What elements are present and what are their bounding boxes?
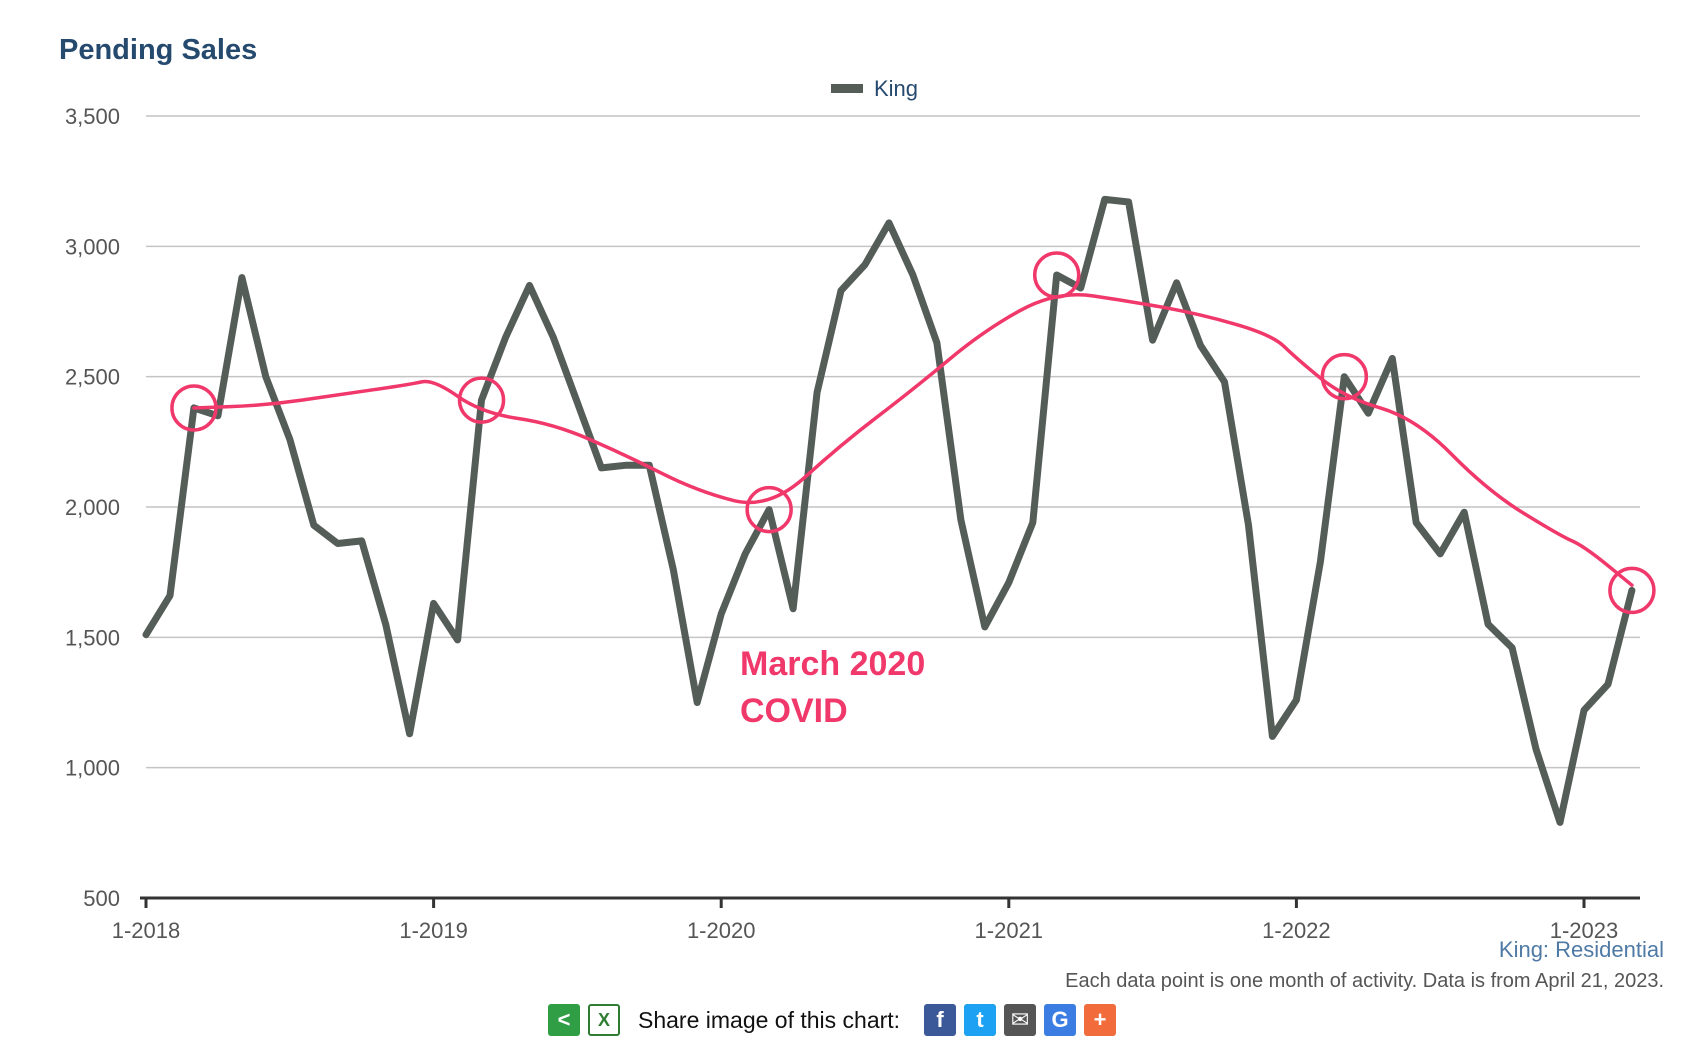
y-tick-label: 2,000 (65, 495, 120, 520)
chart-title: Pending Sales (59, 34, 257, 66)
annotation-text-line-1: March 2020 (740, 645, 925, 683)
y-tick-label: 3,000 (65, 234, 120, 259)
annotations: March 2020 COVID (170, 251, 1656, 731)
gridlines (146, 115, 1640, 769)
share-icon[interactable]: < (548, 1004, 580, 1036)
twitter-icon[interactable]: t (964, 1004, 997, 1036)
chart-subtitle: King: Residential (1498, 937, 1664, 962)
share-label: Share image of this chart: (638, 1006, 901, 1033)
legend-swatch-king (831, 84, 863, 93)
y-tick-label: 1,000 (65, 756, 120, 781)
y-axis: 3,500 3,000 2,500 2,000 1,500 1,000 500 (65, 104, 120, 911)
email-icon[interactable]: ✉ (1004, 1004, 1037, 1036)
annotation-circle (1032, 251, 1081, 299)
share-bar: < X Share image of this chart: f t ✉ G + (548, 1003, 1124, 1037)
annotation-circle (1608, 566, 1656, 615)
google-icon[interactable]: G (1044, 1004, 1077, 1036)
legend[interactable]: King (831, 76, 918, 101)
plus-icon[interactable]: + (1084, 1004, 1117, 1036)
facebook-icon[interactable]: f (924, 1004, 957, 1036)
y-tick-label: 1,500 (65, 625, 120, 650)
y-tick-label: 500 (83, 886, 120, 911)
annotation-trend-line (192, 293, 1634, 587)
x-tick-label: 1-2019 (399, 918, 468, 943)
annotation-circle (170, 384, 218, 432)
data-note: Each data point is one month of activity… (1065, 970, 1664, 992)
pending-sales-chart: Pending Sales King 3,500 3,000 2,500 2,000 1… (59, 34, 1656, 943)
y-tick-label: 3,500 (65, 104, 120, 129)
x-axis: 1-2018 1-2019 1-2020 1-2021 1-2022 1-2023 (112, 896, 1640, 943)
x-tick-label: 1-2022 (1262, 918, 1331, 943)
legend-label-king: King (874, 76, 918, 101)
annotation-circle (745, 485, 793, 534)
series-king (142, 195, 1636, 826)
annotation-circle (457, 376, 506, 424)
series-line-king (142, 195, 1636, 826)
x-tick-label: 1-2020 (687, 918, 756, 943)
y-tick-label: 2,500 (65, 365, 120, 390)
excel-icon[interactable]: X (588, 1004, 620, 1036)
annotation-text-line-2: COVID (740, 692, 848, 730)
x-tick-label: 1-2023 (1550, 918, 1619, 943)
annotation-circle (1320, 352, 1369, 401)
x-tick-label: 1-2021 (975, 918, 1044, 943)
x-tick-label: 1-2018 (112, 918, 181, 943)
